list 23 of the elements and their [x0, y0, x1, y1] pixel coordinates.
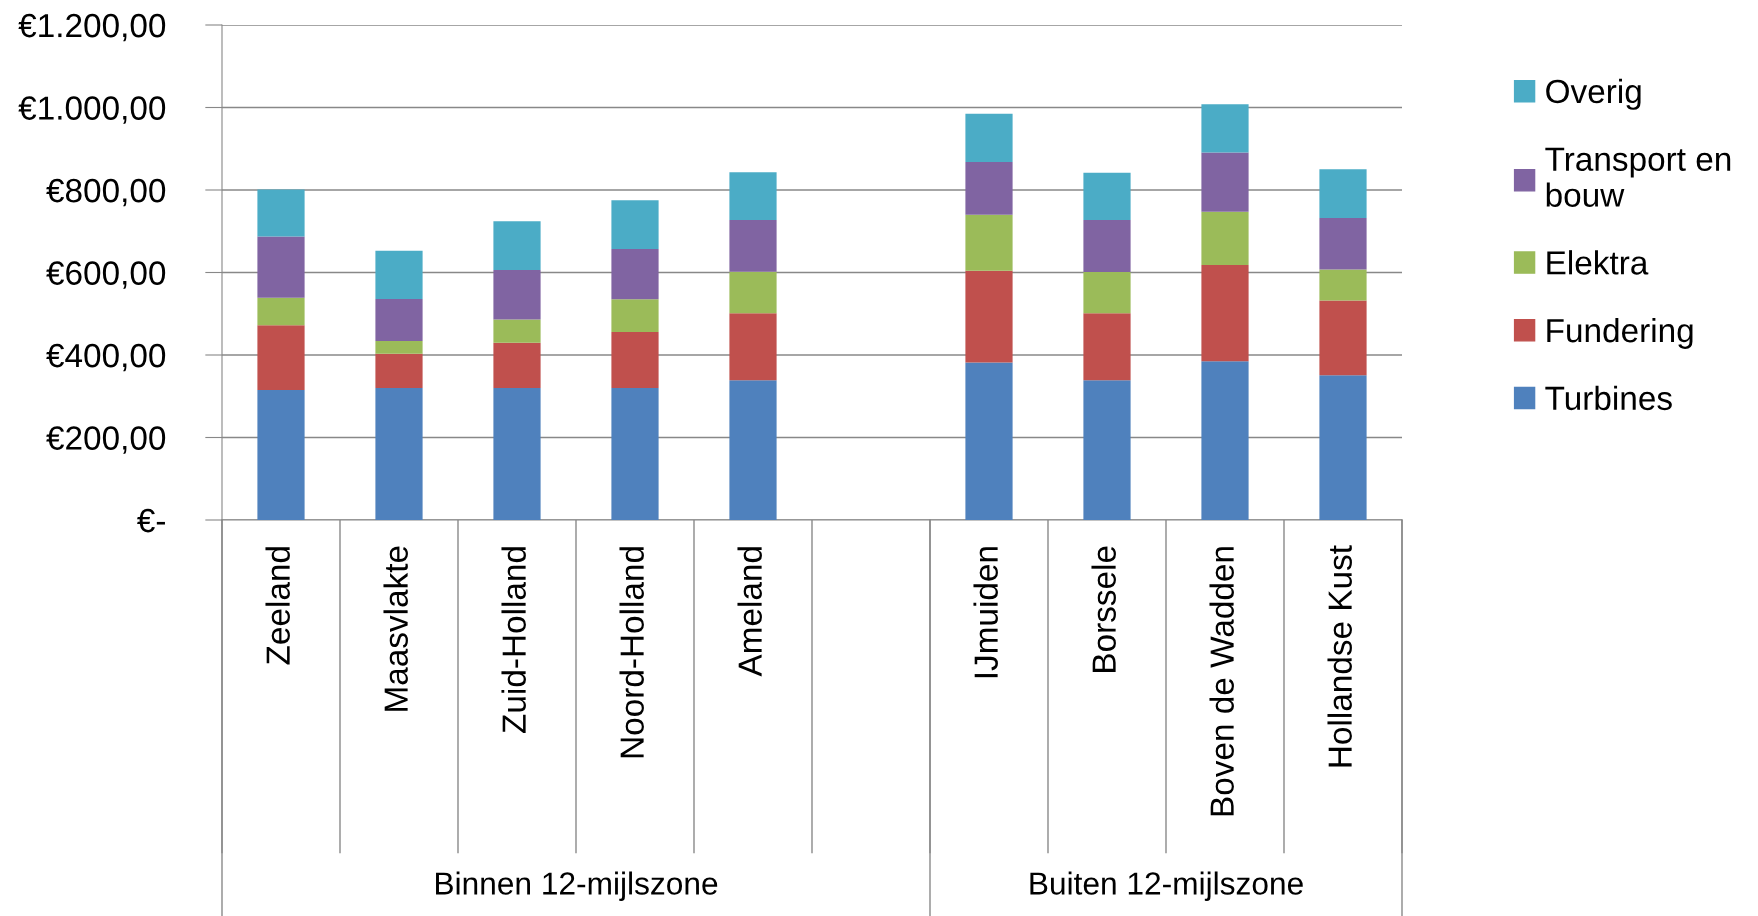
- x-tick-label: Boven de Wadden: [1209, 547, 1234, 816]
- x-tick-label: IJmuiden: [973, 547, 998, 678]
- y-tick-label: €1.000,00: [18, 96, 166, 124]
- y-tick-label: €1.200,00: [18, 13, 166, 42]
- legend-label: Elektra: [1547, 250, 1649, 275]
- x-tick-label: Zeeland: [265, 547, 290, 665]
- x-tick-label: Hollandse Kust: [1327, 545, 1352, 767]
- x-tick-label: Ameland: [737, 547, 762, 677]
- legend-label: Overig: [1546, 78, 1641, 110]
- y-tick-label: €800,00: [46, 178, 166, 207]
- y-tick-label: €600,00: [46, 261, 166, 289]
- x-tick-label: Noord-Holland: [619, 547, 644, 758]
- legend-label: Transport en bouw: [1545, 147, 1731, 207]
- text: Buiten 12-mijlszone: [1030, 871, 1303, 901]
- y-tick-label: €200,00: [46, 426, 166, 454]
- legend-label: Turbines: [1545, 385, 1672, 411]
- y-tick-label: €-: [137, 508, 165, 533]
- x-tick-label: Maasvlakte: [383, 546, 408, 711]
- text: Binnen 12-mijlszone: [436, 871, 718, 901]
- y-tick-label: €400,00: [46, 343, 166, 372]
- x-tick-label: Borssele: [1091, 546, 1116, 672]
- legend-label: Fundering: [1547, 317, 1693, 349]
- x-tick-label: Zuid-Holland: [501, 547, 526, 733]
